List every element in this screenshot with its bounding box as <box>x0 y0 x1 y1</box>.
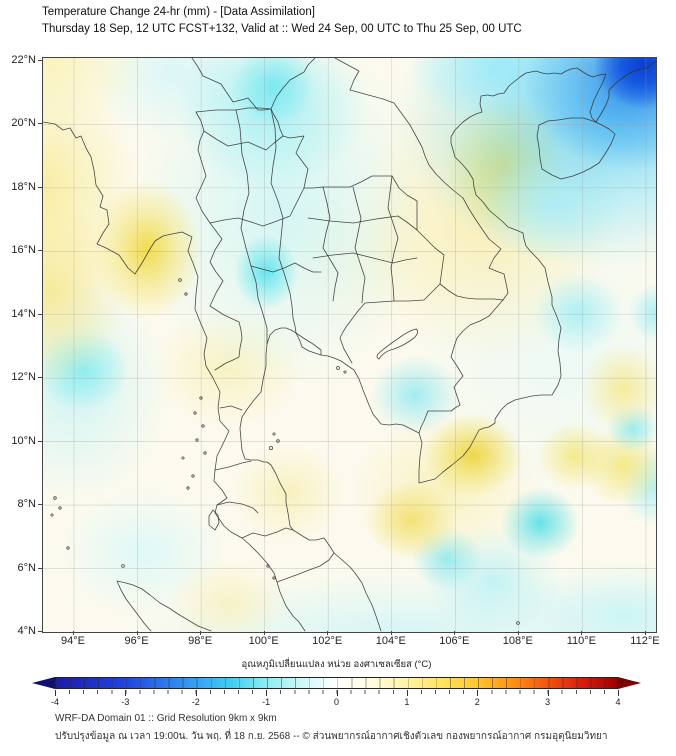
lon-tick-label: 106°E <box>439 635 470 647</box>
lat-tick-label: 6°N <box>17 561 36 574</box>
colorbar-major-tick <box>547 690 549 696</box>
footer-update-info: ปรับปรุงข้อมูล ณ เวลา 19:00น. วัน พฤ. ที… <box>55 731 608 742</box>
lat-tick-mark <box>38 567 42 569</box>
page-title: Temperature Change 24-hr (mm) - [Data As… <box>42 6 315 18</box>
lon-tick-label: 108°E <box>502 635 533 647</box>
country-borders <box>43 58 656 632</box>
colorbar-tick-label: -2 <box>191 697 200 707</box>
colorbar-tick-label: 2 <box>474 697 480 707</box>
colorbar-right-arrow <box>618 677 641 689</box>
lon-tick-label: 104°E <box>375 635 406 647</box>
colorbar-tick-label: 1 <box>404 697 410 707</box>
lon-tick-mark <box>327 631 329 635</box>
lat-tick-mark <box>38 630 42 632</box>
lat-tick-mark <box>38 313 42 315</box>
colorbar <box>55 677 618 689</box>
lat-tick-label: 20°N <box>11 117 36 130</box>
thailand-myanmar-border <box>195 111 243 371</box>
laos-china-border <box>270 58 316 110</box>
cambodia-vietnam-border <box>418 299 504 434</box>
colorbar-segments <box>56 678 617 688</box>
lat-tick-mark <box>38 186 42 188</box>
map-plot <box>42 57 657 633</box>
lon-tick-label: 98°E <box>188 635 213 647</box>
lon-tick-mark <box>390 631 392 635</box>
lon-tick-mark <box>581 631 583 635</box>
cambodia-laos-border <box>439 283 504 301</box>
lat-tick-label: 22°N <box>11 54 36 66</box>
lat-tick-mark <box>38 60 42 61</box>
lat-tick-mark <box>38 123 42 125</box>
colorbar-major-tick <box>618 690 619 696</box>
lon-tick-mark <box>73 631 74 635</box>
lat-tick-label: 12°N <box>11 371 36 384</box>
west-coastline <box>43 121 306 632</box>
lat-tick-label: 16°N <box>11 244 36 257</box>
lon-tick-mark <box>200 631 202 635</box>
lon-tick-mark <box>454 631 456 635</box>
colorbar-tick-label: -3 <box>121 697 130 707</box>
colorbar-major-tick <box>336 690 338 696</box>
colorbar-tick-label: 4 <box>615 697 621 707</box>
lon-tick-label: 96°E <box>124 635 149 647</box>
temperature-field <box>43 58 656 632</box>
province-borders <box>203 108 418 583</box>
lat-tick-mark <box>38 377 42 379</box>
east-coastline <box>239 60 656 632</box>
lon-tick-label: 100°E <box>248 635 279 647</box>
colorbar-label: อุณหภูมิเปลี่ยนแปลง หน่วย องศาเซลเซียส (… <box>241 659 432 670</box>
laos-vietnam-border <box>334 58 509 301</box>
colorbar-major-tick <box>55 690 56 696</box>
colorbar-major-tick <box>195 690 197 696</box>
tonle-sap-lake <box>376 328 418 360</box>
phuket-island <box>208 509 220 531</box>
sumatra-coast <box>116 580 212 632</box>
colorbar-major-tick <box>266 690 268 696</box>
lon-tick-label: 102°E <box>312 635 343 647</box>
colorbar-tick-label: -4 <box>50 697 60 707</box>
map-overlay-svg <box>43 58 656 632</box>
colorbar-major-tick <box>477 690 479 696</box>
myanmar-china-border <box>191 58 272 111</box>
colorbar-tick-label: 0 <box>333 697 340 707</box>
lat-tick-label: 18°N <box>11 180 36 193</box>
lon-tick-label: 94°E <box>61 635 85 647</box>
footer-domain-info: WRF-DA Domain 01 :: Grid Resolution 9km … <box>55 713 277 724</box>
graticule-grid <box>43 58 656 632</box>
colorbar-tick-label: -1 <box>262 697 271 707</box>
lat-tick-mark <box>38 440 42 442</box>
page-subtitle: Thursday 18 Sep, 12 UTC FCST+132, Valid … <box>42 23 522 35</box>
thailand-laos-cambodia-border <box>195 107 445 364</box>
lat-tick-label: 10°N <box>11 434 36 447</box>
lat-tick-mark <box>38 250 42 252</box>
colorbar-major-tick <box>125 690 127 696</box>
colorbar-tick-label: 3 <box>545 697 551 707</box>
lon-tick-mark <box>644 631 646 635</box>
lat-tick-label: 4°N <box>17 624 36 637</box>
colorbar-left-arrow <box>32 677 55 689</box>
colorbar-major-tick <box>406 690 408 696</box>
lat-tick-mark <box>38 504 42 506</box>
lon-tick-mark <box>517 631 519 635</box>
lon-tick-label: 112°E <box>630 635 660 647</box>
lon-tick-mark <box>263 631 265 635</box>
hainan-island <box>536 117 616 180</box>
small-islands <box>50 278 520 625</box>
lat-tick-label: 8°N <box>17 498 36 511</box>
lat-tick-label: 14°N <box>11 307 36 320</box>
lon-tick-mark <box>136 631 138 635</box>
lon-tick-label: 110°E <box>566 635 597 647</box>
